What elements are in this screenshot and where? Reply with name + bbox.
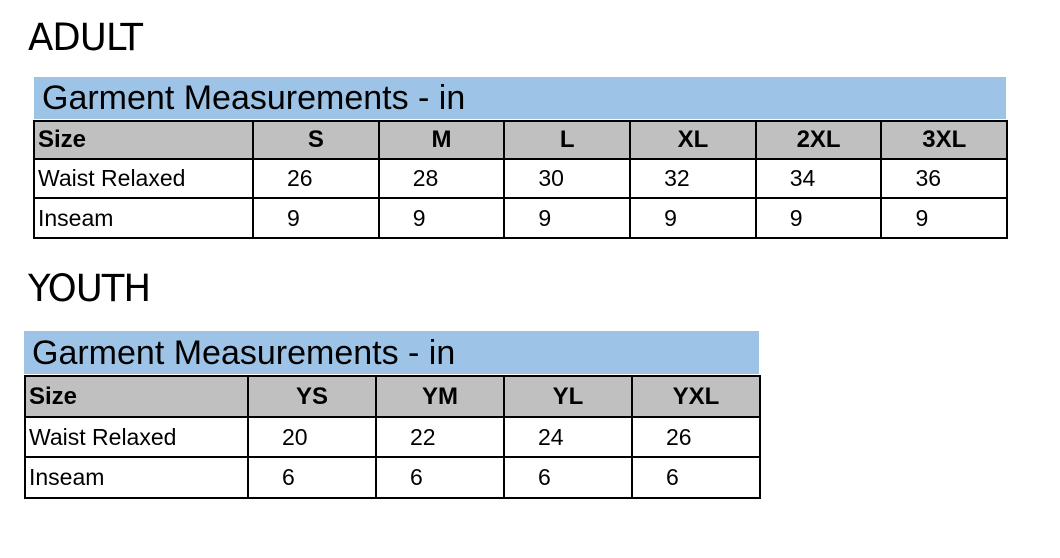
size-header: YM [375, 375, 505, 418]
youth-table-title: Garment Measurements - in [24, 331, 759, 374]
size-label: Size [24, 375, 249, 418]
measurement-cell: 9 [377, 197, 506, 239]
measurement-cell: 26 [252, 158, 380, 199]
youth-heading: YOUTH [28, 267, 151, 310]
table-row: Waist Relaxed 26 28 30 32 34 36 [33, 158, 1009, 199]
measurement-cell: 9 [754, 197, 883, 239]
measurement-cell: 6 [503, 456, 633, 499]
table-row: Waist Relaxed 20 22 24 26 [24, 416, 761, 458]
size-header: YS [247, 375, 377, 418]
adult-heading: ADULT [28, 16, 143, 59]
measurement-cell: 6 [247, 456, 377, 499]
table-row: Inseam 9 9 9 9 9 9 [33, 197, 1009, 239]
measurement-cell: 24 [503, 416, 633, 458]
size-header: L [503, 120, 632, 160]
row-label: Waist Relaxed [33, 158, 254, 199]
size-header: S [252, 120, 380, 160]
youth-size-table: Size YS YM YL YXL Waist Relaxed 20 22 24 26 Inseam… [24, 375, 761, 499]
size-header: YXL [631, 375, 761, 418]
size-label: Size [33, 120, 254, 160]
row-label: Inseam [33, 197, 254, 239]
measurement-cell: 9 [503, 197, 632, 239]
header-row: Size S M L XL 2XL 3XL [33, 120, 1009, 160]
size-header: 2XL [754, 120, 883, 160]
size-header: XL [629, 120, 757, 160]
measurement-cell: 6 [375, 456, 505, 499]
measurement-cell: 6 [631, 456, 761, 499]
measurement-cell: 22 [375, 416, 505, 458]
measurement-cell: 28 [377, 158, 506, 199]
size-header: M [377, 120, 506, 160]
measurement-cell: 20 [247, 416, 377, 458]
row-label: Waist Relaxed [24, 416, 249, 458]
measurement-cell: 9 [880, 197, 1009, 239]
measurement-cell: 30 [503, 158, 632, 199]
measurement-cell: 34 [754, 158, 883, 199]
adult-size-table: Size S M L XL 2XL 3XL Waist Relaxed 26 28 30 32 34 36… [33, 120, 1009, 239]
measurement-cell: 26 [631, 416, 761, 458]
table-row: Inseam 6 6 6 6 [24, 456, 761, 499]
header-row: Size YS YM YL YXL [24, 375, 761, 418]
measurement-cell: 9 [252, 197, 380, 239]
adult-table-title: Garment Measurements - in [34, 77, 1006, 119]
measurement-cell: 9 [629, 197, 757, 239]
size-header: 3XL [880, 120, 1009, 160]
measurement-cell: 32 [629, 158, 757, 199]
row-label: Inseam [24, 456, 249, 499]
measurement-cell: 36 [880, 158, 1009, 199]
size-header: YL [503, 375, 633, 418]
